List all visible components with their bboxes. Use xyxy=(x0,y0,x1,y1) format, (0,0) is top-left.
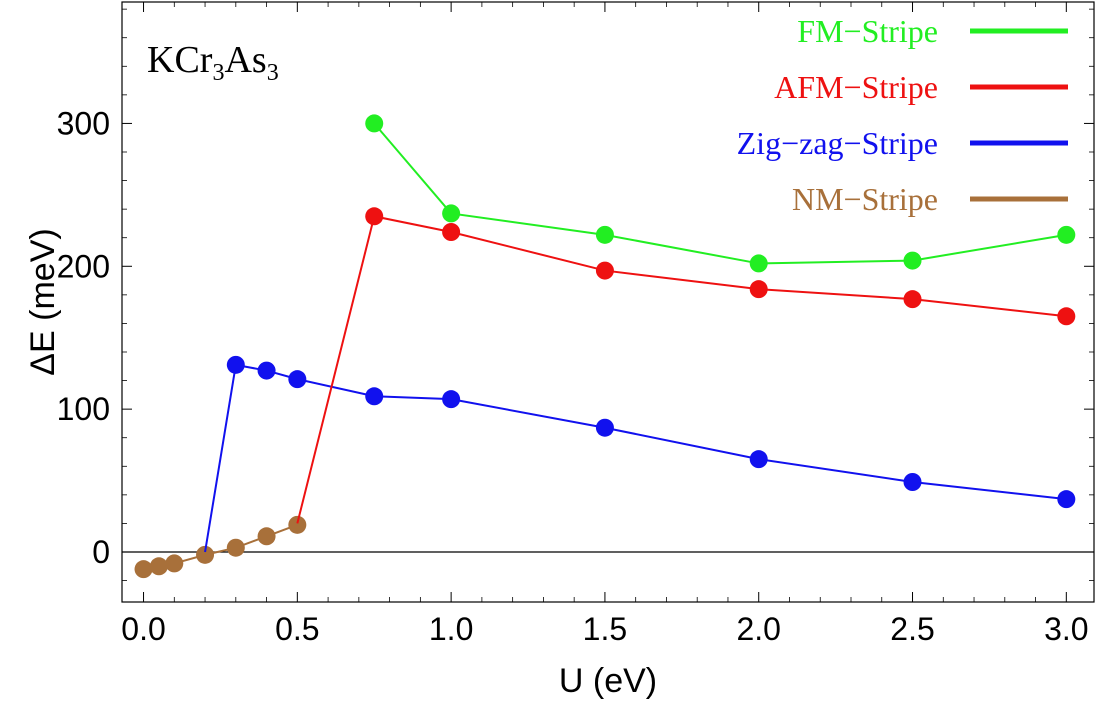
series-3 xyxy=(134,515,307,579)
y-axis-label: ΔE (meV) xyxy=(24,228,62,375)
data-point xyxy=(903,290,922,309)
legend-label: FM−Stripe xyxy=(797,13,938,49)
x-axis-label: U (eV) xyxy=(559,662,657,700)
series-line xyxy=(296,215,1067,524)
series-line xyxy=(373,122,1067,265)
data-point xyxy=(165,554,184,573)
data-point xyxy=(749,450,768,469)
data-point xyxy=(226,538,245,557)
x-tick-label: 2.0 xyxy=(736,611,780,647)
data-point xyxy=(903,473,922,491)
data-point xyxy=(365,207,384,226)
data-point xyxy=(595,225,614,244)
x-tick-label: 1.0 xyxy=(429,611,473,647)
data-point xyxy=(442,390,461,409)
data-point xyxy=(365,387,384,406)
data-point xyxy=(226,355,245,374)
title-sub2: 3 xyxy=(267,60,279,86)
x-tick-label: 1.5 xyxy=(583,611,627,647)
series-line xyxy=(204,363,1067,553)
data-point xyxy=(149,557,168,576)
x-tick-label: 3.0 xyxy=(1044,611,1088,647)
data-point xyxy=(595,261,614,280)
legend-label: NM−Stripe xyxy=(792,181,938,217)
data-point xyxy=(442,204,461,223)
data-point xyxy=(257,361,276,380)
title-sub1: 3 xyxy=(212,60,224,86)
legend-label: AFM−Stripe xyxy=(774,69,938,105)
series-2 xyxy=(204,355,1076,553)
ticks: 0.0 0.5 1.0 1.5 2.0 2.5 3.0 0 100 200 300 xyxy=(57,2,1094,647)
legend: FM−Stripe AFM−Stripe Zig−zag−Stripe NM−Stri… xyxy=(737,13,1068,217)
chart-title: KCr3As3 xyxy=(147,39,279,86)
y-tick-label: 300 xyxy=(57,105,110,141)
series-0 xyxy=(365,114,1076,273)
data-point xyxy=(365,114,384,133)
data-point xyxy=(288,515,307,534)
data-point xyxy=(1057,307,1076,326)
data-point xyxy=(749,280,768,299)
title-main: KCr xyxy=(147,39,213,81)
data-point xyxy=(1057,490,1076,509)
data-point xyxy=(134,560,153,579)
data-point xyxy=(257,527,276,546)
data-point xyxy=(595,418,614,437)
data-point xyxy=(288,370,307,389)
series-layer xyxy=(134,114,1076,579)
legend-label: Zig−zag−Stripe xyxy=(737,125,938,161)
x-tick-label: 0.0 xyxy=(121,611,165,647)
data-point xyxy=(1057,225,1076,244)
y-tick-label: 200 xyxy=(57,248,110,284)
x-tick-label: 0.5 xyxy=(275,611,319,647)
x-tick-label: 2.5 xyxy=(890,611,934,647)
y-tick-label: 0 xyxy=(92,534,110,570)
y-tick-label: 100 xyxy=(57,391,110,427)
data-point xyxy=(442,223,461,241)
data-point xyxy=(196,545,215,564)
plot-frame xyxy=(121,1,1095,603)
title-mid: As xyxy=(224,39,266,81)
data-point xyxy=(903,251,922,270)
data-point xyxy=(749,254,768,273)
series-1 xyxy=(296,207,1076,524)
